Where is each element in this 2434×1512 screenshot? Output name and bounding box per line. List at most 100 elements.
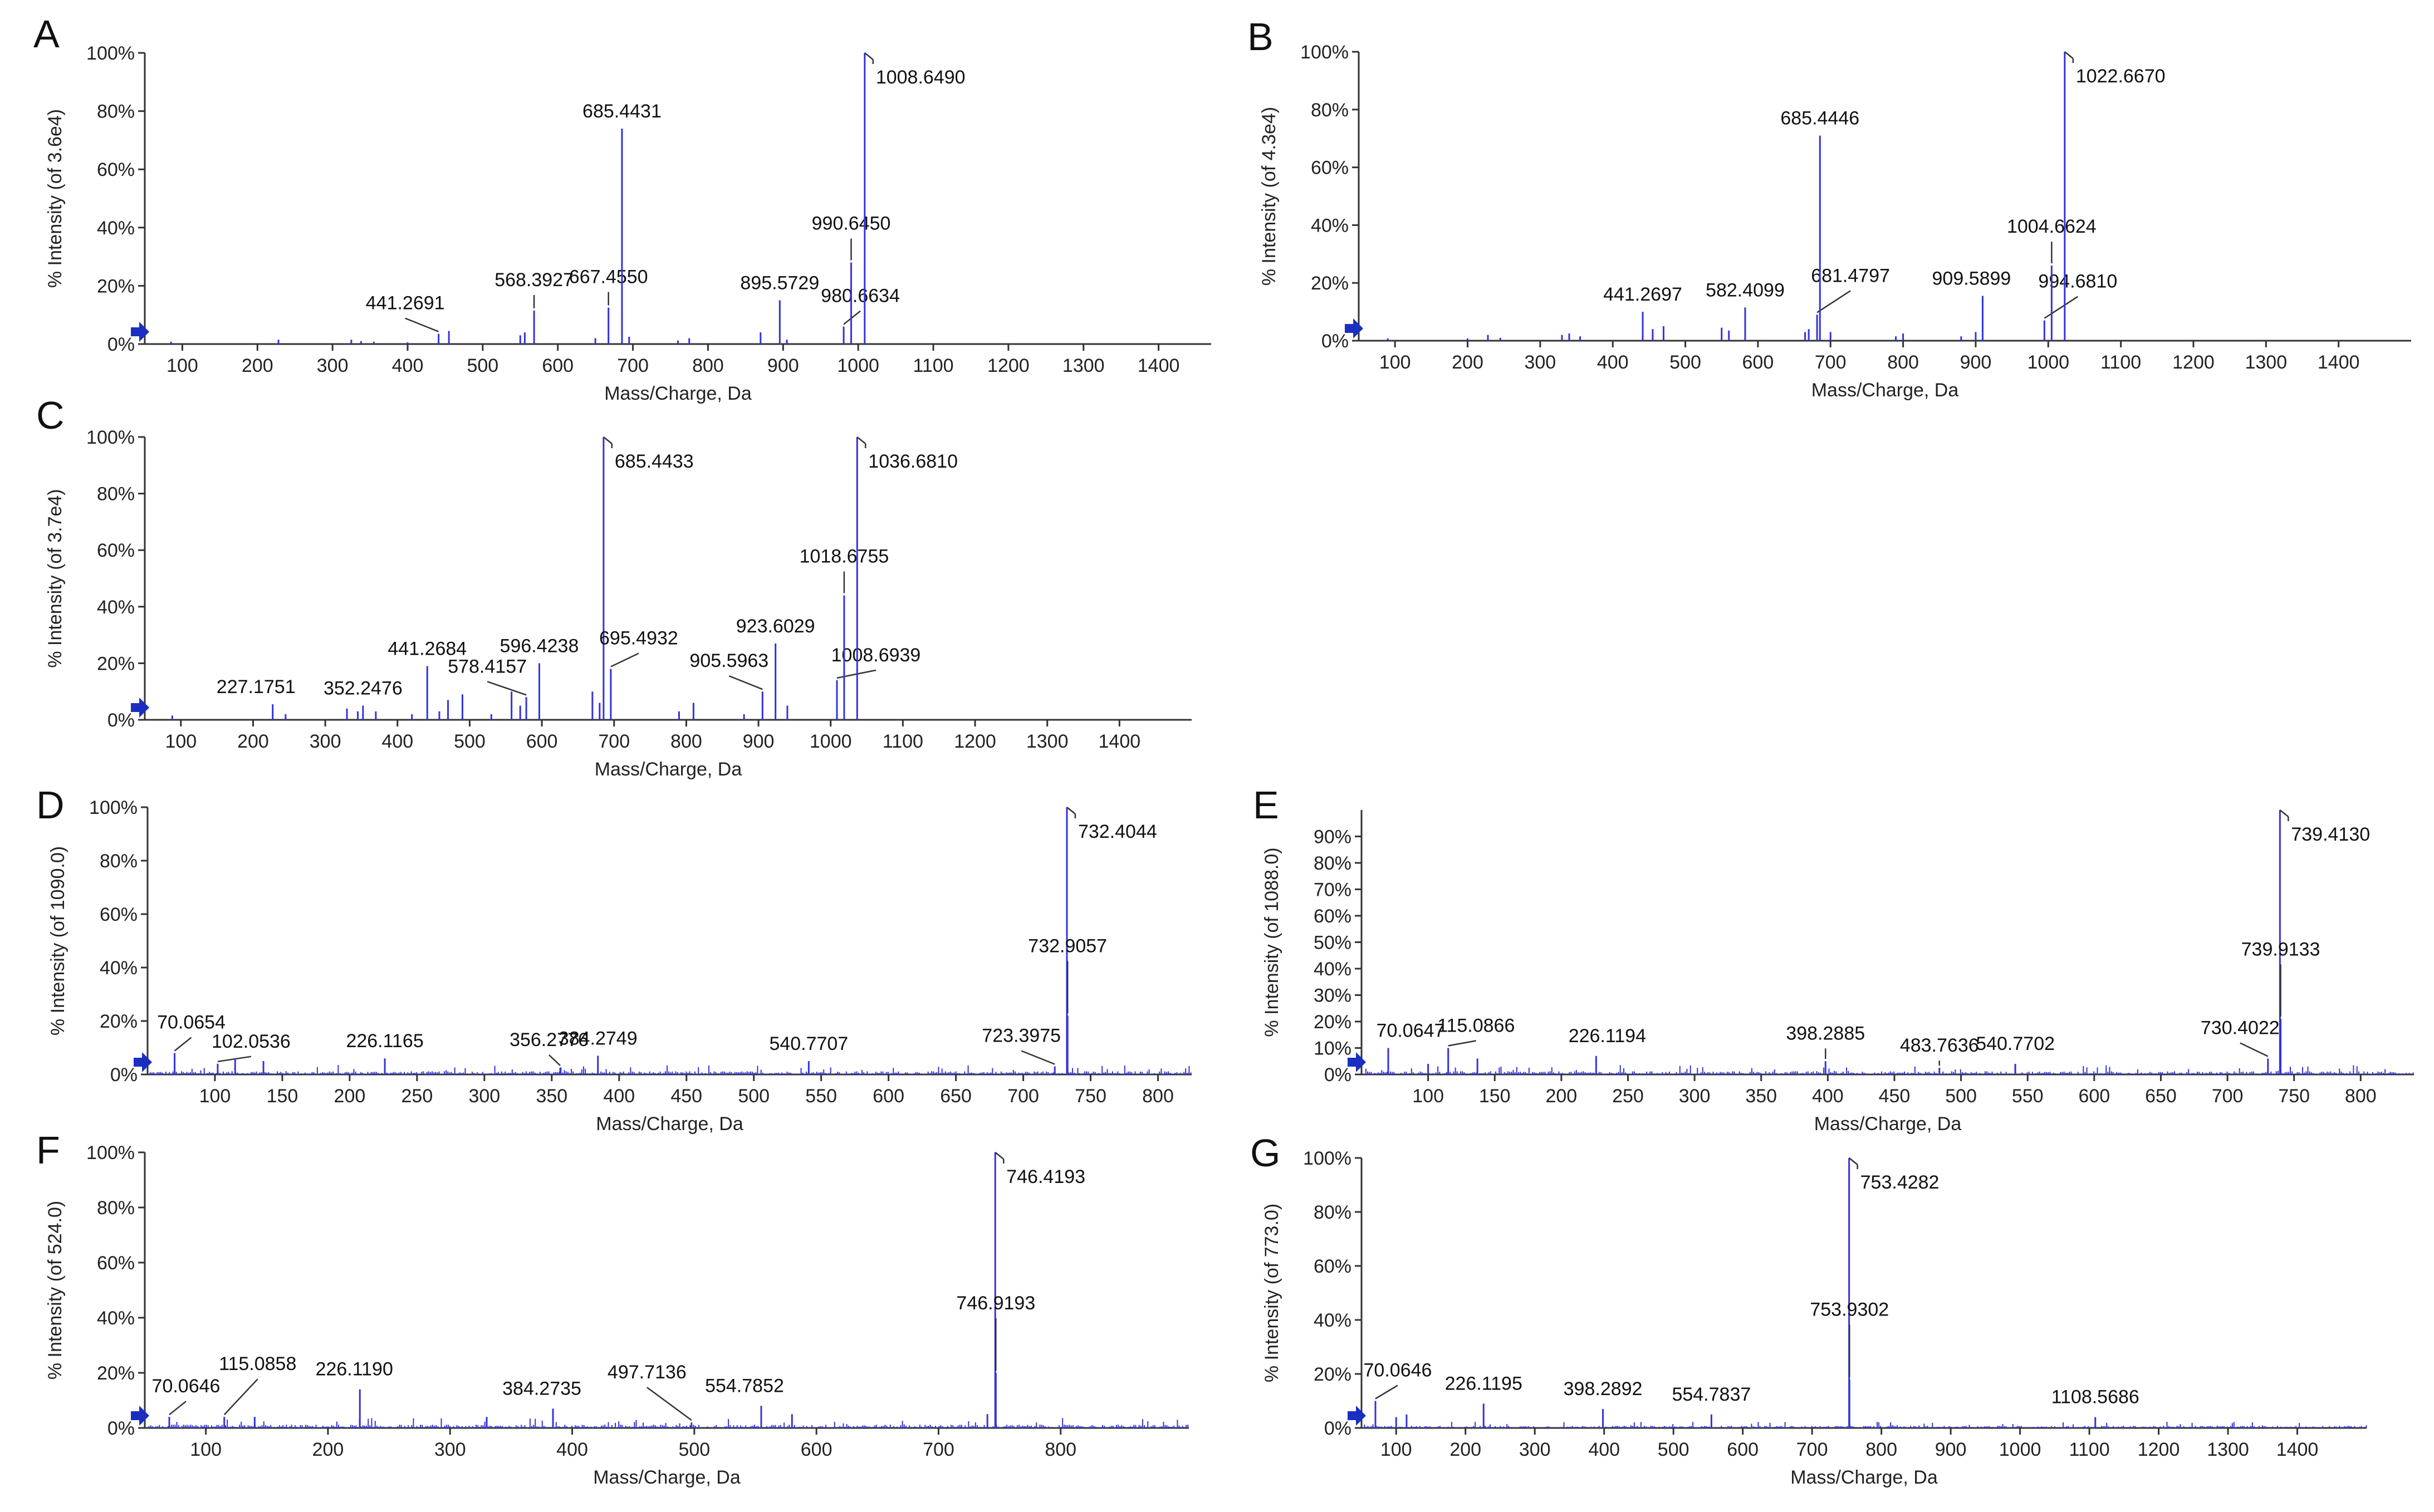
chart-panel-b: B 0% 20% 40% 60% 80% 100% 100 200 300 400 500 600 700… [1247, 15, 2411, 401]
x-tick-label: 200 [312, 1439, 344, 1460]
baseline-arrow-icon [131, 698, 149, 718]
x-tick-label: 200 [1449, 1439, 1481, 1460]
peak-label: 1008.6939 [831, 645, 921, 666]
peak-leader [1848, 1157, 1858, 1165]
baseline-noise [149, 1065, 1192, 1074]
x-tick-label: 450 [1879, 1086, 1911, 1107]
panel-letter: G [1250, 1131, 1280, 1175]
y-tick-label: 90% [1314, 827, 1351, 848]
y-tick-label: 10% [1314, 1038, 1351, 1059]
x-tick-label: 1400 [2276, 1439, 2319, 1460]
peak-label: 739.4130 [2291, 824, 2370, 845]
x-tick-label: 500 [467, 355, 498, 376]
y-tick-label: 50% [1314, 932, 1351, 954]
x-tick-label: 800 [1142, 1086, 1174, 1107]
x-tick-label: 800 [1045, 1439, 1076, 1460]
peak-label: 723.3975 [982, 1025, 1061, 1047]
peak-label: 923.6029 [736, 616, 815, 637]
peak-label: 483.7636 [1900, 1035, 1979, 1056]
y-tick-label: 100% [86, 43, 135, 64]
peak-label: 667.4550 [569, 267, 648, 288]
peak-leader [2279, 809, 2289, 817]
y-tick-label: 80% [1314, 853, 1351, 874]
y-tick-label: 80% [1311, 100, 1349, 121]
peak-label: 1004.6624 [2007, 216, 2097, 237]
peak-leader [2240, 1042, 2269, 1057]
chart-panel-d: D 0% 20% 40% 60% 80% 100% 100 150 200 250 300 350 400… [36, 783, 1192, 1135]
peak-label: 70.0654 [157, 1012, 226, 1033]
x-tick-label: 1000 [810, 731, 852, 752]
peak-leader [1816, 290, 1851, 313]
x-tick-label: 1400 [1099, 731, 1141, 752]
x-tick-label: 600 [2078, 1086, 2110, 1107]
peak-label: 685.4446 [1780, 108, 1859, 129]
y-axis-title: % Intensity (of 3.7e4) [45, 489, 66, 667]
peak-label: 568.3927 [494, 269, 574, 291]
peak-label: 226.1165 [346, 1030, 423, 1052]
x-axis-title: Mass/Charge, Da [596, 1113, 743, 1135]
x-tick-label: 750 [2278, 1086, 2310, 1107]
y-tick-label: 60% [100, 904, 138, 925]
y-tick-label: 100% [1303, 1148, 1351, 1169]
peak-leader [728, 675, 763, 690]
peak-label: 497.7136 [608, 1362, 687, 1383]
x-tick-label: 100 [1380, 1439, 1412, 1460]
peak-label: 685.4431 [582, 101, 662, 122]
x-tick-label: 100 [190, 1439, 222, 1460]
x-tick-label: 600 [542, 355, 574, 376]
x-tick-label: 1100 [2069, 1439, 2110, 1460]
y-tick-label: 0% [1321, 331, 1349, 352]
x-tick-label: 700 [1796, 1439, 1828, 1460]
peak-label: 753.4282 [1860, 1172, 1940, 1193]
x-tick-label: 150 [1479, 1086, 1511, 1107]
peak-label: 226.1190 [316, 1359, 393, 1380]
y-tick-label: 0% [110, 1064, 138, 1086]
peak-leader [2044, 296, 2079, 319]
peak-label: 739.9133 [2241, 939, 2320, 960]
peak-label: 554.7837 [1672, 1384, 1751, 1405]
peak-label: 732.9057 [1028, 935, 1107, 956]
y-axis-title: % Intensity (of 524.0) [45, 1201, 66, 1380]
x-tick-label: 500 [1945, 1086, 1977, 1107]
x-tick-label: 1300 [2207, 1439, 2249, 1460]
x-tick-label: 400 [1597, 352, 1629, 373]
x-axis-title: Mass/Charge, Da [1790, 1467, 1938, 1488]
x-tick-label: 500 [1669, 352, 1701, 373]
y-tick-label: 100% [86, 1142, 135, 1164]
x-tick-label: 1100 [913, 355, 953, 376]
peak-label: 540.7702 [1976, 1033, 2055, 1054]
x-tick-label: 700 [2212, 1086, 2244, 1107]
x-tick-label: 400 [392, 355, 424, 376]
peak-leader [169, 1401, 187, 1416]
y-axis-title: % Intensity (of 3.6e4) [45, 109, 66, 288]
chart-panel-a: A 0% 20% 40% 60% 80% 100% 100 200 300 400 500 600 700… [33, 12, 1211, 404]
x-tick-label: 500 [1658, 1439, 1689, 1460]
peak-label: 226.1194 [1569, 1025, 1646, 1047]
peak-label: 1022.6670 [2076, 66, 2166, 87]
x-tick-label: 1200 [987, 355, 1030, 376]
peak-leader [610, 652, 639, 667]
peak-label: 730.4022 [2201, 1018, 2280, 1039]
x-axis-title: Mass/Charge, Da [595, 759, 742, 780]
y-tick-label: 60% [97, 159, 135, 180]
peak-label: 540.7707 [769, 1033, 848, 1054]
y-tick-label: 80% [97, 1197, 135, 1219]
x-tick-label: 300 [1524, 352, 1556, 373]
y-tick-label: 20% [97, 653, 135, 674]
x-tick-label: 600 [873, 1086, 904, 1107]
y-tick-label: 40% [97, 218, 135, 239]
peak-label: 578.4157 [448, 656, 527, 677]
x-tick-label: 100 [199, 1086, 231, 1107]
peak-label: 1018.6755 [800, 546, 889, 567]
x-tick-label: 650 [940, 1086, 972, 1107]
x-tick-label: 1400 [1138, 355, 1180, 376]
panel-letter: A [33, 12, 60, 56]
x-axis-title: Mass/Charge, Da [1814, 1113, 1962, 1135]
y-tick-label: 40% [97, 1308, 135, 1329]
x-tick-label: 800 [692, 355, 724, 376]
x-tick-label: 800 [1865, 1439, 1897, 1460]
y-axis-title: % Intensity (of 773.0) [1261, 1204, 1282, 1382]
y-tick-label: 0% [107, 710, 135, 731]
baseline-noise [1363, 1065, 2414, 1074]
